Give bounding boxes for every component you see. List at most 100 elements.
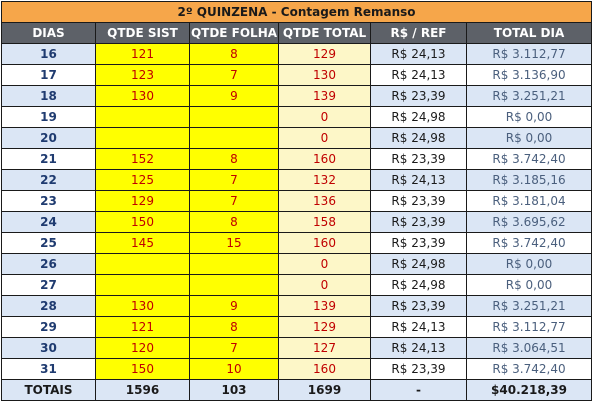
cell-dia[interactable]: 23: [1, 190, 96, 212]
cell-ref[interactable]: R$ 23,39: [370, 85, 467, 107]
cell-dia[interactable]: 25: [1, 232, 96, 254]
cell-qtde-sist[interactable]: 145: [95, 232, 190, 254]
cell-qtde-sist[interactable]: 121: [95, 316, 190, 338]
header-qtde-sist[interactable]: QTDE SIST: [95, 22, 190, 44]
cell-qtde-folha[interactable]: 8: [189, 211, 279, 233]
cell-ref[interactable]: R$ 23,39: [370, 232, 467, 254]
cell-qtde-total[interactable]: 130: [278, 64, 371, 86]
cell-ref[interactable]: R$ 24,13: [370, 316, 467, 338]
cell-dia[interactable]: 22: [1, 169, 96, 191]
cell-dia[interactable]: 26: [1, 253, 96, 275]
cell-qtde-total[interactable]: 0: [278, 106, 371, 128]
cell-dia[interactable]: 30: [1, 337, 96, 359]
cell-dia[interactable]: 19: [1, 106, 96, 128]
cell-qtde-total[interactable]: 0: [278, 127, 371, 149]
cell-qtde-sist[interactable]: 150: [95, 211, 190, 233]
cell-qtde-total[interactable]: 132: [278, 169, 371, 191]
cell-qtde-total[interactable]: 139: [278, 295, 371, 317]
sheet-title[interactable]: 2º QUINZENA - Contagem Remanso: [1, 1, 592, 23]
cell-qtde-total[interactable]: 129: [278, 316, 371, 338]
cell-total-dia[interactable]: R$ 3.112,77: [466, 43, 592, 65]
cell-ref[interactable]: R$ 24,13: [370, 169, 467, 191]
cell-qtde-folha[interactable]: [189, 274, 279, 296]
cell-qtde-sist[interactable]: 152: [95, 148, 190, 170]
cell-total-dia[interactable]: R$ 3.251,21: [466, 85, 592, 107]
cell-total-dia[interactable]: R$ 3.742,40: [466, 232, 592, 254]
cell-total-dia[interactable]: R$ 3.064,51: [466, 337, 592, 359]
cell-ref[interactable]: R$ 24,98: [370, 274, 467, 296]
cell-qtde-total[interactable]: 0: [278, 253, 371, 275]
cell-ref[interactable]: R$ 23,39: [370, 295, 467, 317]
cell-qtde-folha[interactable]: [189, 253, 279, 275]
cell-dia[interactable]: 17: [1, 64, 96, 86]
cell-qtde-sist[interactable]: 150: [95, 358, 190, 380]
cell-dia[interactable]: 29: [1, 316, 96, 338]
cell-qtde-sist[interactable]: 129: [95, 190, 190, 212]
cell-total-dia[interactable]: R$ 0,00: [466, 106, 592, 128]
header-qtde-folha[interactable]: QTDE FOLHA: [189, 22, 279, 44]
cell-dia[interactable]: 28: [1, 295, 96, 317]
cell-total-dia[interactable]: R$ 3.185,16: [466, 169, 592, 191]
totals-total[interactable]: 1699: [278, 379, 371, 401]
cell-dia[interactable]: 21: [1, 148, 96, 170]
cell-total-dia[interactable]: R$ 3.181,04: [466, 190, 592, 212]
cell-qtde-folha[interactable]: 9: [189, 295, 279, 317]
cell-qtde-folha[interactable]: 7: [189, 64, 279, 86]
cell-qtde-folha[interactable]: 10: [189, 358, 279, 380]
cell-qtde-total[interactable]: 160: [278, 232, 371, 254]
cell-total-dia[interactable]: R$ 3.112,77: [466, 316, 592, 338]
cell-qtde-total[interactable]: 129: [278, 43, 371, 65]
cell-total-dia[interactable]: R$ 3.695,62: [466, 211, 592, 233]
cell-qtde-folha[interactable]: 7: [189, 190, 279, 212]
cell-qtde-sist[interactable]: 123: [95, 64, 190, 86]
header-qtde-total[interactable]: QTDE TOTAL: [278, 22, 371, 44]
totals-label[interactable]: TOTAIS: [1, 379, 96, 401]
cell-ref[interactable]: R$ 24,13: [370, 43, 467, 65]
cell-qtde-total[interactable]: 160: [278, 358, 371, 380]
cell-qtde-sist[interactable]: 130: [95, 295, 190, 317]
cell-ref[interactable]: R$ 23,39: [370, 148, 467, 170]
cell-qtde-sist[interactable]: 120: [95, 337, 190, 359]
totals-ref[interactable]: -: [370, 379, 467, 401]
cell-ref[interactable]: R$ 24,98: [370, 106, 467, 128]
cell-qtde-folha[interactable]: 7: [189, 337, 279, 359]
cell-ref[interactable]: R$ 24,13: [370, 64, 467, 86]
cell-qtde-folha[interactable]: 9: [189, 85, 279, 107]
cell-total-dia[interactable]: R$ 3.742,40: [466, 358, 592, 380]
cell-qtde-folha[interactable]: 8: [189, 316, 279, 338]
cell-total-dia[interactable]: R$ 3.136,90: [466, 64, 592, 86]
cell-dia[interactable]: 18: [1, 85, 96, 107]
cell-qtde-sist[interactable]: [95, 274, 190, 296]
cell-dia[interactable]: 16: [1, 43, 96, 65]
header-total-dia[interactable]: TOTAL DIA: [466, 22, 592, 44]
cell-qtde-sist[interactable]: [95, 253, 190, 275]
totals-folha[interactable]: 103: [189, 379, 279, 401]
cell-ref[interactable]: R$ 24,98: [370, 127, 467, 149]
cell-ref[interactable]: R$ 24,13: [370, 337, 467, 359]
cell-qtde-total[interactable]: 127: [278, 337, 371, 359]
cell-qtde-sist[interactable]: [95, 106, 190, 128]
cell-ref[interactable]: R$ 23,39: [370, 211, 467, 233]
cell-qtde-sist[interactable]: 121: [95, 43, 190, 65]
totals-sist[interactable]: 1596: [95, 379, 190, 401]
header-dias[interactable]: DIAS: [1, 22, 96, 44]
cell-qtde-sist[interactable]: 125: [95, 169, 190, 191]
cell-ref[interactable]: R$ 23,39: [370, 190, 467, 212]
cell-qtde-total[interactable]: 136: [278, 190, 371, 212]
cell-total-dia[interactable]: R$ 0,00: [466, 127, 592, 149]
cell-qtde-total[interactable]: 160: [278, 148, 371, 170]
cell-qtde-total[interactable]: 158: [278, 211, 371, 233]
cell-total-dia[interactable]: R$ 0,00: [466, 253, 592, 275]
cell-qtde-sist[interactable]: 130: [95, 85, 190, 107]
totals-total-dia[interactable]: $40.218,39: [466, 379, 592, 401]
cell-ref[interactable]: R$ 23,39: [370, 358, 467, 380]
cell-dia[interactable]: 24: [1, 211, 96, 233]
cell-total-dia[interactable]: R$ 3.742,40: [466, 148, 592, 170]
cell-qtde-sist[interactable]: [95, 127, 190, 149]
cell-qtde-folha[interactable]: 8: [189, 43, 279, 65]
cell-qtde-folha[interactable]: 7: [189, 169, 279, 191]
cell-ref[interactable]: R$ 24,98: [370, 253, 467, 275]
cell-qtde-folha[interactable]: [189, 127, 279, 149]
cell-qtde-total[interactable]: 0: [278, 274, 371, 296]
cell-qtde-folha[interactable]: 15: [189, 232, 279, 254]
